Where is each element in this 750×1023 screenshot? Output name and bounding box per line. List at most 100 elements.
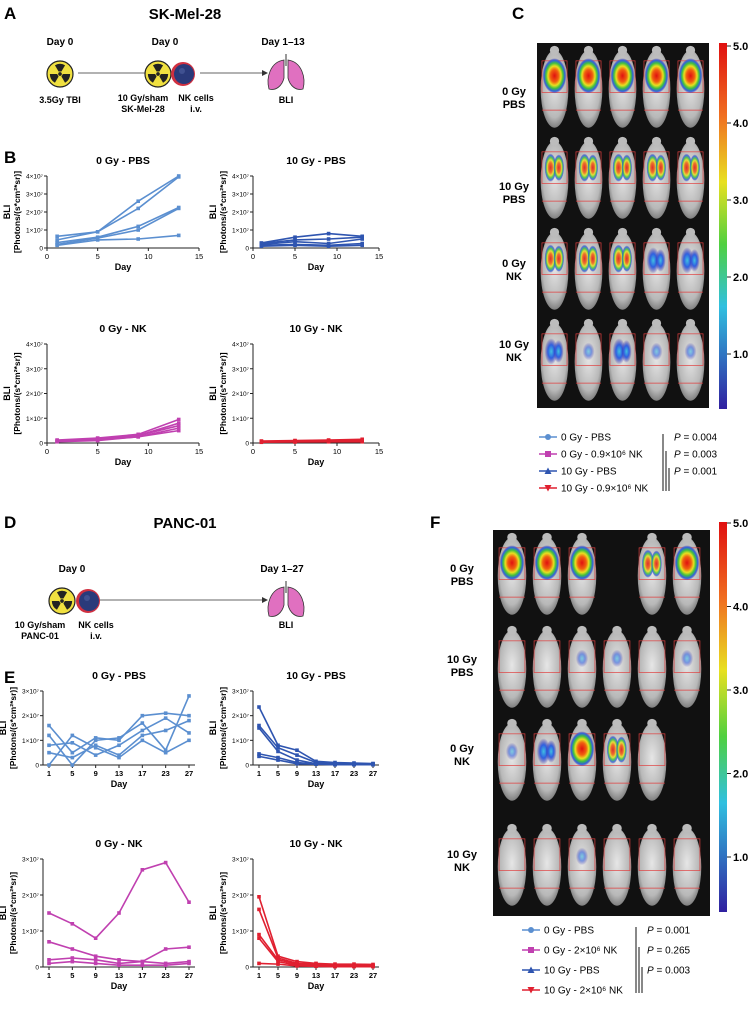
x-tick-label: 1 xyxy=(257,769,261,778)
data-point xyxy=(187,961,191,966)
y-tick-label: 0 xyxy=(39,246,43,253)
data-point xyxy=(47,763,51,767)
data-point xyxy=(293,239,297,244)
x-tick-label: 15 xyxy=(195,447,203,456)
y-tick-label: 4×10⁷ xyxy=(26,174,44,181)
bli-signal xyxy=(576,58,601,94)
y-tick-label: 1×10⁷ xyxy=(232,228,250,235)
series-line xyxy=(56,176,180,241)
chart-e-10gy-pbs: 10 Gy - PBS 0 1×10⁷ 2×10⁷ 3×10⁷ 1 5 9 13 17 23 27 Da… xyxy=(208,670,379,789)
mouse-head xyxy=(612,718,622,728)
roi-box xyxy=(609,242,636,275)
p-value: P = 0.003 xyxy=(674,450,718,461)
mouse-head xyxy=(651,227,662,237)
data-point xyxy=(117,753,121,757)
y-tick-label: 3×10⁷ xyxy=(232,366,250,373)
data-point xyxy=(47,958,51,962)
data-point xyxy=(136,206,140,211)
data-point xyxy=(95,438,100,443)
y-axis-unit-label: [Photons/(s*cm²*sr)] xyxy=(218,352,228,434)
panel-a-day-mid: Day 0 xyxy=(152,37,179,48)
mouse-head xyxy=(685,45,696,55)
data-point xyxy=(176,206,181,211)
mouse-body xyxy=(608,141,637,219)
row-label-treatment: NK xyxy=(454,862,470,874)
mouse-head xyxy=(549,45,560,55)
scale-tick-label: 5.0 xyxy=(733,41,748,53)
y-axis-unit-label: [Photons/(s*cm²*sr)] xyxy=(8,687,18,769)
mouse-body xyxy=(540,141,569,219)
data-point xyxy=(276,743,280,748)
data-point xyxy=(163,947,168,951)
mouse-body xyxy=(602,828,632,906)
chart-b-0gy-pbs: 0 Gy - PBS 0 1×10⁷ 2×10⁷ 3×10⁷ 4×10⁷ 0 5 10 15 Day… xyxy=(2,155,203,272)
mouse-head xyxy=(685,318,696,328)
y-tick-label: 3×10⁷ xyxy=(26,192,44,199)
data-point xyxy=(326,244,331,248)
y-axis-label: BLI xyxy=(208,205,218,220)
data-point xyxy=(70,741,75,745)
y-tick-label: 2×10⁷ xyxy=(22,893,40,900)
legend-label: 10 Gy - 2×10⁶ NK xyxy=(544,986,623,997)
x-tick-label: 5 xyxy=(293,447,297,456)
label-iv: i.v. xyxy=(90,631,102,641)
chart-title: 0 Gy - PBS xyxy=(96,155,150,167)
data-point xyxy=(140,868,145,872)
x-tick-label: 0 xyxy=(251,447,255,456)
bli-signal xyxy=(575,847,589,866)
mouse-head xyxy=(617,45,628,55)
data-point xyxy=(187,718,191,723)
data-point xyxy=(295,964,299,968)
mouse-head xyxy=(682,625,692,635)
data-point xyxy=(70,733,75,738)
mouse-head xyxy=(647,532,657,542)
panel-d-title: PANC-01 xyxy=(153,515,216,532)
mouse-body xyxy=(532,630,562,708)
bli-signal xyxy=(587,245,599,272)
data-point xyxy=(55,243,59,248)
bli-signal xyxy=(612,153,625,182)
data-point xyxy=(117,738,121,743)
x-axis-label: Day xyxy=(308,457,325,467)
x-tick-label: 9 xyxy=(295,769,299,778)
roi-box xyxy=(643,151,670,184)
data-point xyxy=(70,947,75,951)
x-tick-label: 13 xyxy=(115,971,123,980)
x-axis-label: Day xyxy=(115,262,132,272)
roi-box xyxy=(609,333,636,366)
chart-e-0gy-pbs: 0 Gy - PBS 0 1×10⁷ 2×10⁷ 3×10⁷ 1 5 9 13 17 23 27 Day… xyxy=(0,670,195,789)
data-point xyxy=(293,235,297,239)
data-point xyxy=(93,958,98,962)
arrow-head-icon xyxy=(262,597,268,603)
x-tick-label: 5 xyxy=(96,447,100,456)
data-point xyxy=(295,753,299,757)
p-value: P = 0.001 xyxy=(647,926,691,937)
chart-e-0gy-nk: 0 Gy - NK 0 1×10⁷ 2×10⁷ 3×10⁷ 1 5 9 13 17 23 27 Day B… xyxy=(0,838,195,991)
bli-signal xyxy=(553,154,565,181)
data-point xyxy=(276,745,280,750)
y-axis-unit-label: [Photons/(s*cm²*sr)] xyxy=(12,171,22,253)
radiation-icon xyxy=(48,587,76,615)
y-tick-label: 2×10⁷ xyxy=(26,391,44,398)
data-point xyxy=(257,932,261,937)
data-point xyxy=(93,738,98,743)
y-axis-unit-label: [Photons/(s*cm²*sr)] xyxy=(218,687,228,769)
y-tick-label: 2×10⁷ xyxy=(232,713,250,720)
mouse-body xyxy=(672,630,702,708)
chart-title: 0 Gy - NK xyxy=(95,838,143,850)
y-tick-label: 1×10⁷ xyxy=(22,929,40,936)
legend-marker-triangle xyxy=(527,966,535,973)
scale-tick-label: 1.0 xyxy=(733,852,748,864)
y-axis-label: BLI xyxy=(208,386,218,401)
mouse-head xyxy=(577,718,587,728)
y-tick-label: 0 xyxy=(35,763,39,770)
data-point xyxy=(163,860,168,865)
p-value: P = 0.004 xyxy=(674,433,718,444)
radiation-icon xyxy=(144,60,172,88)
legend-marker-square xyxy=(528,947,534,953)
data-point xyxy=(47,723,51,728)
mouse-body xyxy=(497,630,527,708)
legend-marker-triangle-down xyxy=(527,987,535,994)
data-point xyxy=(293,440,297,444)
